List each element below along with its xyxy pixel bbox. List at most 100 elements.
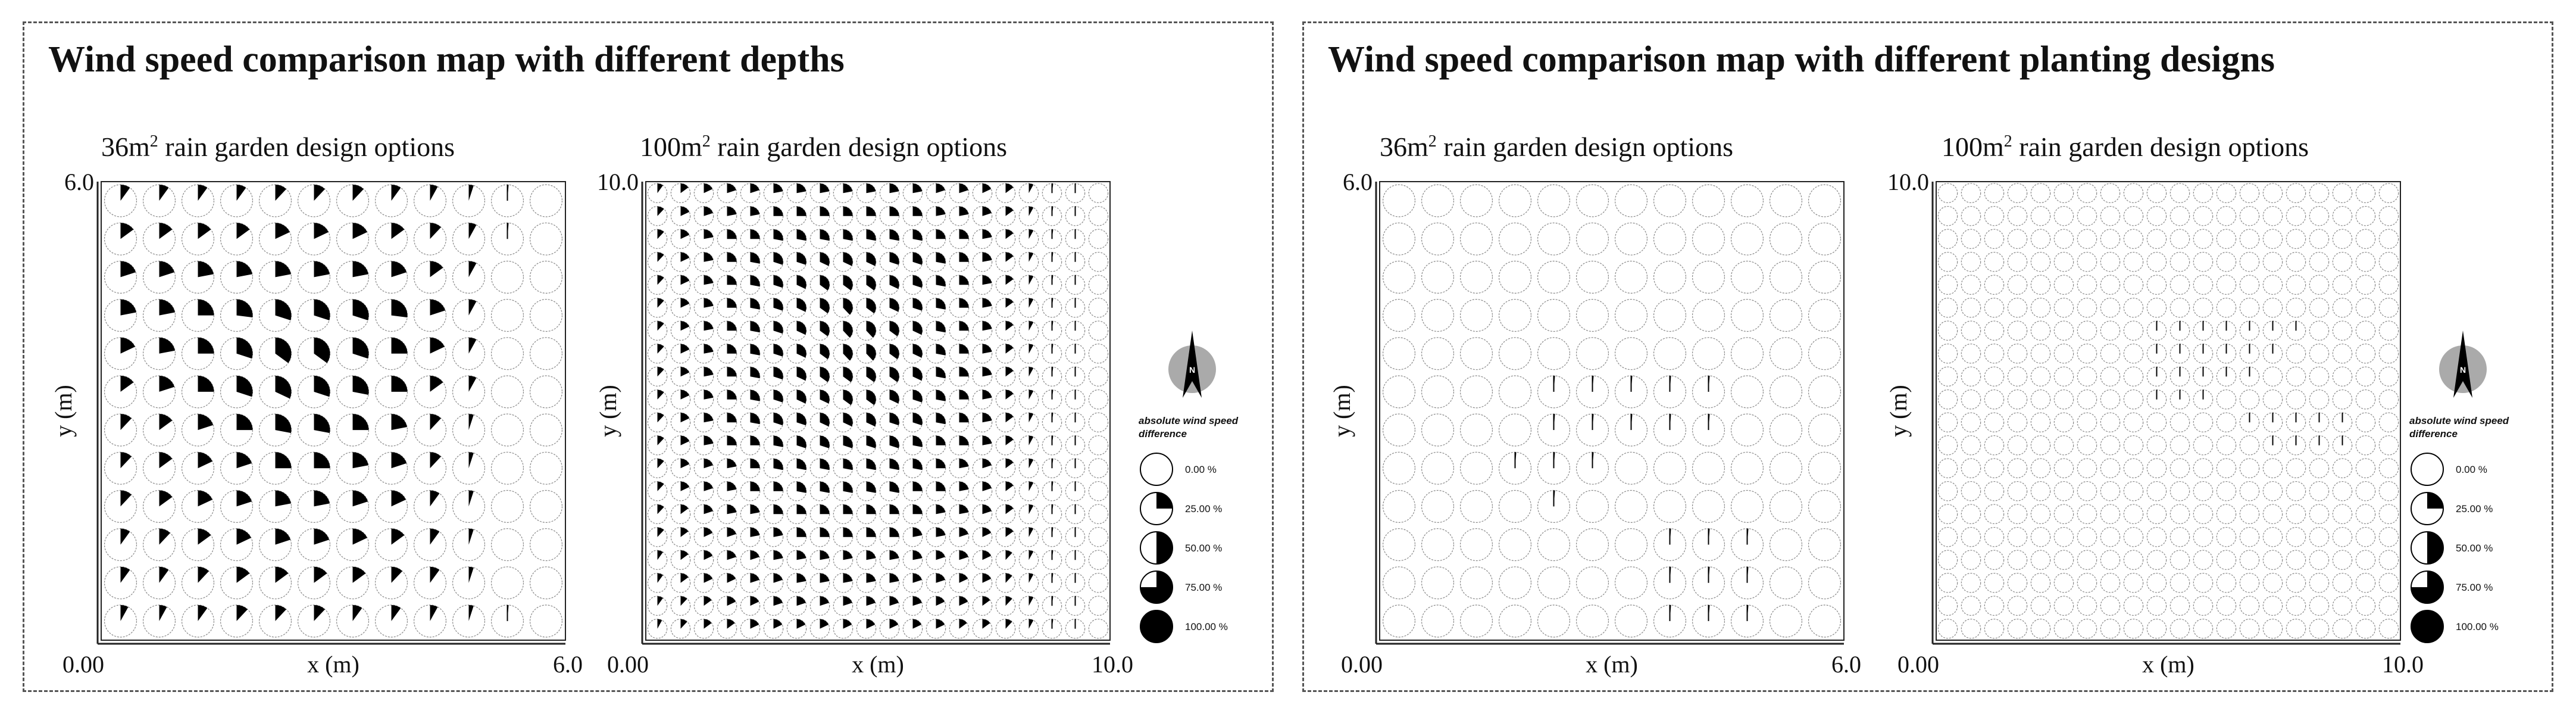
point-wedge [680, 183, 689, 194]
point-outline [2332, 504, 2353, 525]
point-wedge [750, 367, 760, 379]
data-point [1088, 458, 1109, 479]
data-point [1937, 229, 1958, 250]
point-wedge [796, 344, 806, 358]
data-point [879, 458, 900, 479]
point-wedge [352, 299, 369, 320]
data-point [740, 275, 761, 295]
point-outline [1984, 343, 2005, 364]
data-point [949, 366, 970, 387]
data-point [1692, 260, 1725, 294]
point-wedge [680, 504, 689, 515]
point-wedge [866, 367, 876, 382]
data-point [1065, 596, 1086, 616]
point-outline [1421, 375, 1455, 409]
point-outline [2007, 205, 2028, 226]
data-point [2100, 251, 2121, 272]
data-point [693, 275, 714, 295]
point-wedge [936, 573, 945, 583]
data-point [2053, 366, 2074, 387]
data-point [258, 184, 292, 217]
point-outline [1088, 504, 1109, 525]
point-outline [2007, 481, 2028, 501]
data-point [2216, 275, 2237, 295]
point-outline [2053, 229, 2074, 250]
point-wedge [959, 573, 968, 583]
point-outline [1961, 412, 1981, 433]
point-outline [1537, 528, 1571, 562]
point-outline [2378, 412, 2399, 433]
data-point [220, 260, 254, 294]
data-point [2309, 205, 2330, 226]
point-outline [1575, 184, 1609, 217]
data-point [972, 297, 993, 318]
point-wedge [936, 413, 946, 425]
point-wedge [275, 299, 292, 320]
data-point [2077, 366, 2097, 387]
point-outline [1937, 412, 1958, 433]
data-point [786, 435, 807, 456]
data-point [647, 481, 668, 501]
point-outline [2077, 596, 2097, 616]
point-outline [2053, 205, 2074, 226]
data-point [926, 343, 946, 364]
data-point [1614, 375, 1648, 409]
data-point [763, 343, 784, 364]
data-point [2169, 297, 2190, 318]
data-point [670, 229, 691, 250]
point-outline [2332, 596, 2353, 616]
point-outline [1769, 299, 1803, 332]
data-point [2146, 618, 2167, 639]
data-point [2169, 251, 2190, 272]
data-point [972, 320, 993, 341]
data-point [1808, 413, 1842, 447]
point-outline [2355, 572, 2376, 593]
point-wedge [727, 573, 736, 583]
point-outline [1984, 297, 2005, 318]
point-outline [1382, 260, 1416, 294]
data-point [693, 251, 714, 272]
point-outline [529, 337, 563, 370]
data-point [374, 299, 408, 332]
data-point [1808, 184, 1842, 217]
point-outline [2007, 526, 2028, 547]
data-point [1614, 299, 1648, 332]
data-point [995, 320, 1016, 341]
point-wedge [912, 183, 923, 194]
data-point [1459, 413, 1493, 447]
data-point [1961, 251, 1981, 272]
data-point [220, 184, 254, 217]
data-point [809, 251, 830, 272]
point-wedge [982, 367, 992, 377]
point-wedge [1005, 550, 1012, 560]
data-point [2239, 481, 2260, 501]
data-point [2355, 481, 2376, 501]
point-wedge [352, 375, 369, 395]
data-point [2378, 229, 2399, 250]
point-outline [2309, 275, 2330, 295]
data-point [2378, 183, 2399, 204]
point-outline [2216, 596, 2237, 616]
data-point [258, 604, 292, 638]
data-point [529, 184, 563, 217]
data-point [1653, 375, 1687, 409]
data-point [2030, 435, 2051, 456]
data-point [1730, 375, 1764, 409]
point-outline [1984, 526, 2005, 547]
data-point [2239, 550, 2260, 571]
point-outline [2193, 550, 2214, 571]
data-point [1018, 229, 1039, 250]
data-point [1421, 184, 1455, 217]
point-outline [1498, 375, 1532, 409]
legend-label: 50.00 % [2456, 543, 2493, 554]
point-wedge [727, 389, 737, 400]
point-outline [2077, 389, 2097, 410]
data-point [693, 320, 714, 341]
data-point [490, 184, 524, 217]
point-outline [2378, 481, 2399, 501]
data-point [1088, 618, 1109, 639]
data-point [1042, 389, 1062, 410]
data-point [2355, 251, 2376, 272]
data-point [693, 389, 714, 410]
